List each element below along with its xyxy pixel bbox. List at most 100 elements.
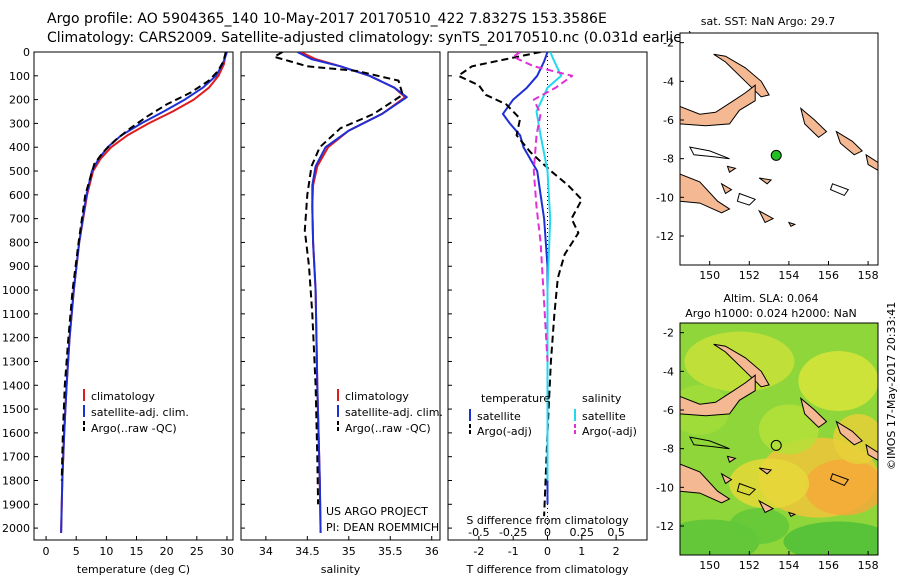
T-diff-tick-label: 1 (578, 545, 585, 558)
temperature-x-tick-label: 30 (220, 545, 234, 558)
temperature-series-group (60, 52, 228, 533)
reef-outline (736, 192, 757, 206)
T-diff-axis-label: T difference from climatology (466, 563, 629, 576)
depth-tick-label: 500 (9, 165, 30, 178)
map-lat-label: -8 (663, 443, 674, 456)
land-polygon (726, 455, 737, 463)
land-polygon (799, 397, 828, 429)
land-polygon (835, 130, 864, 156)
depth-tick-label: 2000 (2, 522, 30, 535)
map-lon-label: 158 (858, 269, 879, 282)
map-lon-label: 156 (818, 269, 839, 282)
depth-tick-label: 1600 (2, 427, 30, 440)
temperature-x-tick-label: 25 (190, 545, 204, 558)
depth-tick-label: 1500 (2, 403, 30, 416)
map-lon-label: 152 (739, 269, 760, 282)
map-lat-label: -4 (663, 75, 674, 88)
S-diff-tick-label: 0.5 (607, 526, 625, 539)
map-lon-label: 152 (739, 559, 760, 572)
T-diff-tick-label: -2 (473, 545, 484, 558)
S-diff-axis-label: S difference from climatology (466, 514, 629, 527)
land-polygon (720, 472, 733, 485)
map-lon-label: 154 (778, 269, 799, 282)
reef-outline (829, 473, 850, 487)
sla-patch (729, 508, 790, 544)
map-layer (680, 323, 878, 555)
reef-outline (829, 183, 850, 197)
land-polygon (865, 443, 878, 461)
map-lat-label: -6 (663, 404, 674, 417)
salinity-x-tick-label: 36 (425, 545, 439, 558)
land-polygon (787, 511, 797, 517)
temperature-panel-frame (33, 51, 234, 541)
salinity-series-line (296, 52, 408, 533)
land-polygon (680, 173, 731, 214)
legend-title: salinity (582, 392, 622, 405)
temperature-axis-label: temperature (deg C) (77, 563, 190, 576)
legend-label: satellite (582, 410, 626, 423)
depth-tick-label: 400 (9, 141, 30, 154)
salinity-series-line (273, 52, 404, 505)
depth-tick-label: 1800 (2, 474, 30, 487)
salinity-x-tick-label: 34.5 (295, 545, 320, 558)
map-lat-label: -12 (656, 230, 674, 243)
sla-map-title: Altim. SLA: 0.064 (723, 292, 818, 305)
land-polygon (758, 467, 773, 475)
map-lat-label: -12 (656, 520, 674, 533)
land-polygon (680, 374, 756, 417)
map-lon-label: 156 (818, 559, 839, 572)
depth-tick-label: 0 (23, 46, 30, 59)
land-polygon (787, 221, 797, 227)
map-background (680, 33, 878, 265)
sla-patch (804, 459, 878, 516)
temperature-x-tick-label: 0 (43, 545, 50, 558)
S-diff-tick-label: 0 (544, 526, 551, 539)
sla-map-subtitle: Argo h1000: 0.024 h2000: NaN (685, 307, 857, 320)
legend-title: temperature (481, 392, 550, 405)
map-frame (679, 32, 879, 266)
argo-position-marker (770, 439, 782, 451)
map-lat-label: -10 (656, 481, 674, 494)
S-diff-tick-label: 0.25 (570, 526, 595, 539)
T-diff-tick-label: -1 (508, 545, 519, 558)
land-polygon (680, 84, 756, 127)
temperature-x-tick-label: 10 (99, 545, 113, 558)
sla-patch (729, 458, 810, 509)
depth-tick-label: 900 (9, 260, 30, 273)
legend-label: Argo(..raw -QC) (91, 422, 177, 435)
argo-position-marker (770, 149, 782, 161)
depth-tick-label: 200 (9, 94, 30, 107)
sst-map-title: sat. SST: NaN Argo: 29.7 (701, 15, 835, 28)
map-lat-label: -2 (663, 37, 674, 50)
legend-label: satellite (477, 410, 521, 423)
temperature-series-line (60, 52, 227, 533)
T-diff-tick-label: 0 (544, 545, 551, 558)
map-lat-label: -2 (663, 327, 674, 340)
land-polygon (758, 177, 773, 185)
reef-outline (688, 436, 730, 450)
header-line-1: Argo profile: AO 5904365_140 10-May-2017… (47, 11, 607, 27)
depth-tick-label: 1100 (2, 308, 30, 321)
land-polygon (865, 153, 878, 171)
land-polygon (720, 182, 733, 195)
legend-label: satellite-adj. clim. (91, 406, 189, 419)
depth-tick-label: 300 (9, 117, 30, 130)
map-lat-label: -6 (663, 114, 674, 127)
temperature-series-line (60, 52, 228, 533)
land-polygon (680, 463, 731, 504)
salinity-axis-label: salinity (321, 563, 361, 576)
depth-tick-label: 1300 (2, 355, 30, 368)
pi-label: PI: DEAN ROEMMICH (326, 521, 439, 534)
salinity-series-group (273, 52, 408, 533)
temperature-x-tick-label: 20 (160, 545, 174, 558)
salinity-x-tick-label: 34 (259, 545, 273, 558)
land-polygon (758, 499, 775, 514)
land-polygon (726, 165, 737, 173)
reef-outline (688, 146, 730, 160)
depth-tick-label: 700 (9, 213, 30, 226)
map-layer (680, 33, 878, 265)
sla-patch (758, 404, 819, 455)
land-polygon (835, 420, 864, 446)
difference-series-line (501, 52, 549, 505)
legend-label: Argo(-adj) (582, 425, 637, 438)
